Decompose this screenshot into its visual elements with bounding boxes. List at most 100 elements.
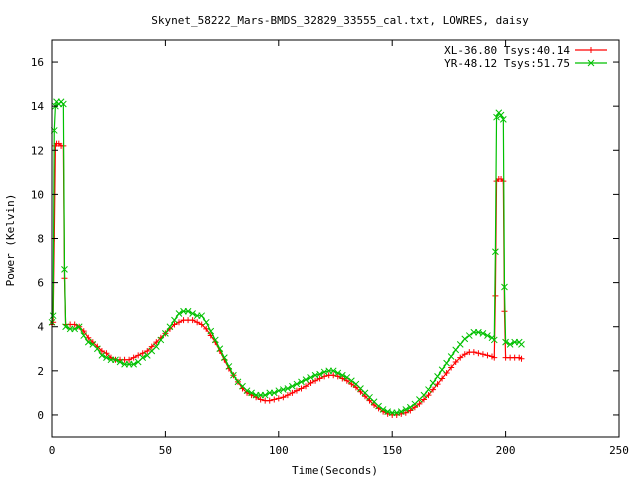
series-line — [51, 143, 522, 416]
data-point — [221, 354, 228, 361]
data-point — [293, 380, 301, 388]
data-point — [298, 385, 305, 392]
data-point — [84, 338, 92, 346]
data-point — [420, 396, 427, 403]
y-tick-label: 8 — [37, 233, 44, 246]
data-point — [184, 307, 192, 315]
legend-marker — [587, 59, 595, 67]
data-point — [518, 355, 525, 362]
data-point — [275, 395, 282, 402]
series-1 — [49, 140, 525, 418]
legend-label: XL-36.80 Tsys:40.14 — [444, 44, 570, 57]
data-point — [429, 379, 437, 387]
data-point — [470, 349, 477, 356]
data-point — [352, 384, 359, 391]
data-point — [366, 397, 373, 404]
data-point — [361, 393, 368, 400]
data-point — [307, 374, 314, 381]
data-point — [171, 316, 178, 324]
data-point — [430, 386, 437, 393]
data-point — [307, 379, 314, 386]
x-tick-label: 200 — [496, 444, 516, 457]
y-tick-label: 0 — [37, 409, 44, 422]
y-tick-label: 16 — [31, 56, 44, 69]
data-point — [434, 372, 441, 380]
data-point — [230, 371, 237, 379]
data-point — [189, 310, 196, 317]
data-point — [270, 389, 278, 397]
data-point — [75, 323, 83, 331]
data-point — [257, 396, 264, 403]
data-point — [484, 332, 491, 339]
data-point — [130, 360, 138, 368]
data-point — [312, 377, 319, 384]
data-point — [502, 338, 509, 346]
data-point — [175, 310, 183, 317]
data-point — [71, 325, 79, 333]
data-point — [189, 317, 196, 324]
data-point — [103, 354, 110, 361]
data-point — [420, 391, 428, 399]
data-point — [339, 375, 346, 382]
data-point — [162, 329, 169, 337]
y-tick-label: 6 — [37, 277, 44, 290]
data-point — [425, 386, 432, 393]
data-point — [402, 406, 410, 413]
data-point — [130, 354, 137, 361]
x-tick-label: 50 — [159, 444, 172, 457]
data-point — [126, 356, 133, 363]
data-point — [148, 343, 155, 350]
data-point — [379, 406, 387, 413]
data-point — [166, 323, 174, 331]
data-point — [329, 367, 337, 375]
data-point — [112, 356, 119, 364]
data-point — [61, 266, 68, 273]
data-point — [59, 100, 67, 108]
data-point — [371, 402, 378, 409]
data-point — [116, 358, 124, 366]
data-point — [202, 318, 210, 326]
tick-layer: 0 50 100 150 200 250 0 2 4 6 8 10 12 14 16 — [31, 40, 629, 457]
legend-label: YR-48.12 Tsys:51.75 — [444, 57, 570, 70]
data-point — [80, 332, 88, 339]
y-tick-label: 10 — [31, 188, 44, 201]
data-point — [243, 387, 251, 395]
x-tick-label: 150 — [382, 444, 402, 457]
data-point — [261, 391, 269, 399]
data-point — [302, 376, 310, 384]
data-point — [479, 351, 486, 358]
data-point — [139, 354, 147, 361]
data-point — [357, 388, 364, 395]
data-point — [475, 350, 482, 357]
y-tick-label: 12 — [31, 144, 44, 157]
data-point — [289, 382, 296, 390]
data-point — [198, 312, 206, 320]
x-tick-label: 0 — [49, 444, 56, 457]
data-point — [157, 336, 165, 344]
data-point — [266, 397, 273, 404]
data-point — [194, 319, 201, 326]
data-point — [248, 389, 255, 397]
data-point — [492, 248, 499, 256]
data-point — [438, 366, 446, 374]
data-point — [452, 346, 460, 354]
data-point — [152, 343, 160, 350]
data-point — [491, 354, 498, 361]
data-point — [348, 381, 355, 388]
data-point — [316, 375, 323, 382]
y-axis-label: Power (Kelvin) — [4, 194, 17, 287]
data-point — [461, 335, 469, 343]
data-point — [479, 329, 487, 337]
data-point — [293, 387, 300, 394]
data-point — [334, 369, 342, 377]
x-tick-label: 100 — [269, 444, 289, 457]
data-point — [447, 353, 455, 360]
data-point — [284, 385, 292, 392]
data-point — [501, 283, 508, 291]
data-point — [456, 341, 464, 348]
plot-frame — [51, 39, 620, 438]
data-point — [50, 319, 57, 326]
x-axis-label: Time(Seconds) — [292, 464, 378, 477]
data-point — [271, 396, 278, 403]
